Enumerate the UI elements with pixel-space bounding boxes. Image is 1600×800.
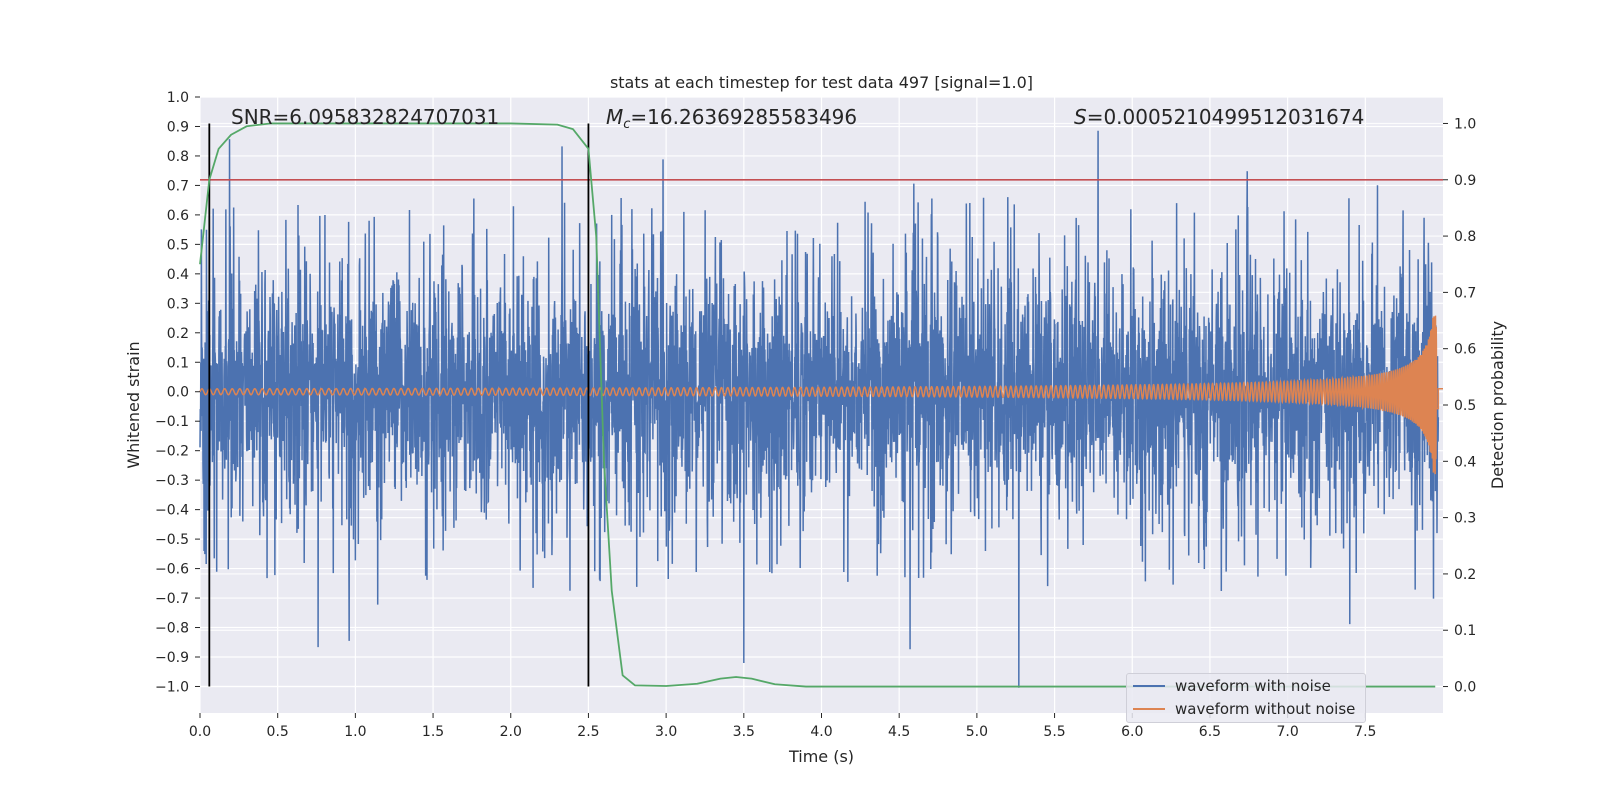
x-tick-label: 4.0 — [810, 724, 832, 740]
mc-symbol: M — [606, 105, 623, 129]
y2-tick-label: 0.7 — [1454, 285, 1476, 301]
mc-value: =16.26369285583496 — [630, 105, 857, 129]
series-waveform-without-noise — [199, 315, 1443, 475]
x-tick-label: 0.5 — [267, 724, 289, 740]
y-tick-label: −0.7 — [155, 591, 189, 607]
x-tick-label: 5.0 — [966, 724, 988, 740]
x-tick-label: 6.5 — [1199, 724, 1221, 740]
legend-item-noisy: waveform with noise — [1127, 676, 1365, 696]
data-layer — [199, 122, 1443, 688]
y2-tick-label: 0.9 — [1454, 173, 1476, 189]
legend-swatch-clean — [1133, 708, 1165, 710]
y-tick-label: 0.3 — [167, 296, 189, 312]
y-tick-label: −0.9 — [155, 650, 189, 666]
y-tick-label: −0.4 — [155, 503, 189, 519]
y-tick-label: −0.6 — [155, 562, 189, 578]
y-tick-label: −0.2 — [155, 444, 189, 460]
mc-subscript: c — [623, 117, 630, 132]
y2-tick-label: 0.2 — [1454, 567, 1476, 583]
y-tick-label: 0.0 — [167, 385, 189, 401]
y-tick-label: −0.3 — [155, 473, 189, 489]
y2-tick-label: 0.8 — [1454, 229, 1476, 245]
legend-label-clean: waveform without noise — [1175, 700, 1356, 718]
s-annotation: S=0.0005210499512031674 — [1074, 105, 1364, 129]
y2-tick-label: 0.5 — [1454, 398, 1476, 414]
x-tick-label: 4.5 — [888, 724, 910, 740]
y-tick-label: 0.6 — [167, 208, 189, 224]
legend-label-noisy: waveform with noise — [1175, 677, 1331, 695]
y-tick-label: −1.0 — [155, 679, 189, 695]
y-tick-label: −0.8 — [155, 621, 189, 637]
x-tick-label: 6.0 — [1121, 724, 1143, 740]
y-tick-label: −0.5 — [155, 532, 189, 548]
legend: waveform with noise waveform without noi… — [1126, 673, 1366, 723]
y-tick-label: 0.7 — [167, 178, 189, 194]
axes: 0.0 0.5 1.0 1.5 2.0 2.5 3.0 3.5 4.0 4.5 5.0 5.5 6.0 6… — [155, 90, 1476, 740]
x-tick-label: 2.5 — [577, 724, 599, 740]
chirp-mass-annotation: Mc=16.26369285583496 — [606, 105, 857, 132]
s-value: =0.0005210499512031674 — [1087, 105, 1365, 129]
x-axis-label: Time (s) — [788, 747, 854, 766]
y2-tick-label: 0.4 — [1454, 454, 1476, 470]
legend-item-clean: waveform without noise — [1127, 699, 1365, 719]
legend-swatch-noisy — [1133, 685, 1165, 687]
y-tick-label: 0.9 — [167, 119, 189, 135]
y2-tick-label: 0.0 — [1454, 680, 1476, 696]
s-symbol: S — [1074, 105, 1087, 129]
x-tick-label: 5.5 — [1043, 724, 1065, 740]
y-tick-label: 1.0 — [167, 90, 189, 106]
y2-tick-label: 0.1 — [1454, 623, 1476, 639]
y-tick-label: −0.1 — [155, 414, 189, 430]
x-tick-label: 1.0 — [344, 724, 366, 740]
y2-tick-label: 1.0 — [1454, 116, 1476, 132]
x-tick-label: 0.0 — [189, 724, 211, 740]
y-tick-label: 0.5 — [167, 237, 189, 253]
chart-title: stats at each timestep for test data 497… — [610, 73, 1033, 92]
y-tick-label: 0.4 — [167, 267, 189, 283]
x-tick-label: 7.5 — [1354, 724, 1376, 740]
x-tick-label: 3.0 — [655, 724, 677, 740]
y-tick-label: 0.2 — [167, 326, 189, 342]
y2-tick-label: 0.3 — [1454, 511, 1476, 527]
y-axis-label: Whitened strain — [124, 341, 143, 468]
y-tick-label: 0.1 — [167, 355, 189, 371]
y2-tick-label: 0.6 — [1454, 342, 1476, 358]
x-tick-label: 7.0 — [1276, 724, 1298, 740]
y-tick-label: 0.8 — [167, 149, 189, 165]
y2-axis-label: Detection probability — [1488, 321, 1507, 489]
x-tick-label: 1.5 — [422, 724, 444, 740]
x-tick-label: 3.5 — [733, 724, 755, 740]
x-tick-label: 2.0 — [500, 724, 522, 740]
series-detection-probability — [199, 122, 1436, 688]
snr-annotation: SNR=6.095832824707031 — [231, 105, 499, 129]
